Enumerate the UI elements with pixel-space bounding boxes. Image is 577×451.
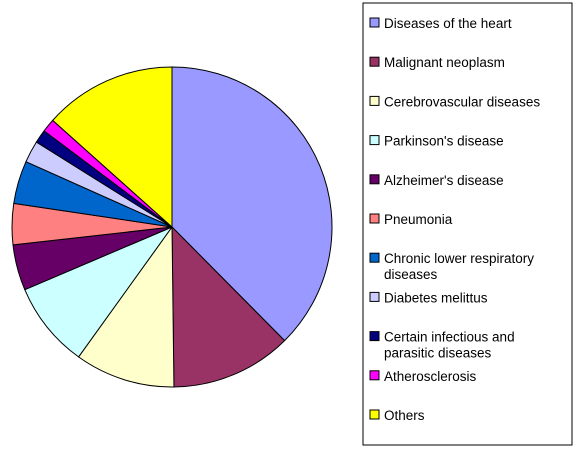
pie-slice-11 <box>52 66 173 228</box>
pie-slices <box>11 66 333 388</box>
legend-label: diseases <box>384 267 438 282</box>
legend-label: Chronic lower respiratory <box>384 251 534 266</box>
legend-label: Pneumonia <box>384 212 453 227</box>
legend-item: Alzheimer's disease <box>369 173 504 188</box>
legend-item: Others <box>369 408 425 423</box>
legend-swatch <box>369 213 380 224</box>
legend-label: Alzheimer's disease <box>384 173 504 188</box>
legend: Diseases of the heart Malignant neoplasm C… <box>362 2 573 446</box>
legend-label: Others <box>384 408 425 423</box>
legend-items: Diseases of the heart Malignant neoplasm C… <box>369 16 540 423</box>
legend-label: Diabetes melittus <box>384 290 488 305</box>
legend-label: Parkinson's disease <box>384 134 504 149</box>
pie-slice-1 <box>171 66 333 342</box>
legend-item: Atherosclerosis <box>369 369 477 384</box>
legend-swatch <box>369 370 380 381</box>
legend-item: Malignant neoplasm <box>369 55 505 70</box>
legend-swatch <box>369 291 380 302</box>
pie-slice-2 <box>171 226 286 388</box>
legend-item: Parkinson's disease <box>369 134 504 149</box>
legend-label: Diseases of the heart <box>384 16 512 31</box>
legend-item: Cerebrovascular diseases <box>369 94 540 109</box>
legend-swatch <box>369 409 380 420</box>
legend-swatch <box>369 17 380 28</box>
legend-swatch <box>369 135 380 146</box>
legend-label: Cerebrovascular diseases <box>384 94 540 109</box>
pie-slice-3 <box>78 226 175 388</box>
pie-slice-4 <box>24 226 173 358</box>
legend-label: Atherosclerosis <box>384 369 477 384</box>
legend-swatch <box>369 95 380 106</box>
legend-swatch <box>369 331 380 342</box>
legend-swatch <box>369 174 380 185</box>
legend-label: Certain infectious and <box>384 330 515 345</box>
legend-label: parasitic diseases <box>384 346 492 361</box>
legend-box <box>362 2 573 446</box>
legend-item: Diabetes melittus <box>369 290 488 305</box>
legend-label: Malignant neoplasm <box>384 55 505 70</box>
legend-item: Diseases of the heart <box>369 16 512 31</box>
legend-swatch <box>369 56 380 67</box>
legend-swatch <box>369 252 380 263</box>
legend-item: Pneumonia <box>369 212 453 227</box>
